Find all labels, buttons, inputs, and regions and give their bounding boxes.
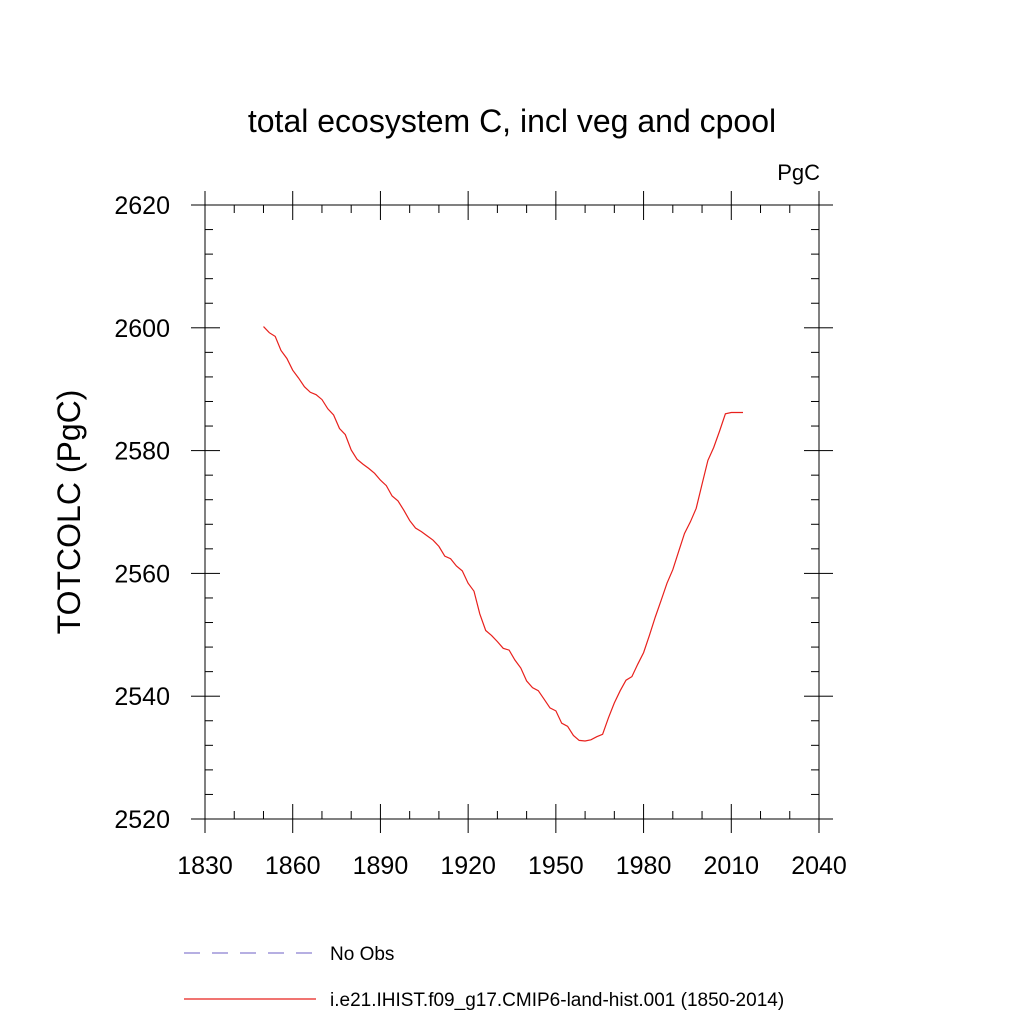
tick-labels: 1830 1860 1890 1920 1950 1980 2010 2040 2520 2540… xyxy=(114,192,846,880)
chart-title: total ecosystem C, incl veg and cpool xyxy=(248,103,776,139)
y-tick-label: 2540 xyxy=(114,683,170,711)
x-tick-label: 1860 xyxy=(265,852,321,880)
series-group xyxy=(263,326,743,742)
legend-label: No Obs xyxy=(330,944,394,965)
legend: No Obs i.e21.IHIST.f09_g17.CMIP6-land-his… xyxy=(184,944,784,1011)
plot-frame xyxy=(204,204,820,820)
units-label: PgC xyxy=(777,160,820,185)
x-tick-label: 2010 xyxy=(703,852,759,880)
x-tick-label: 1830 xyxy=(177,852,233,880)
y-tick-label: 2520 xyxy=(114,806,170,834)
x-tick-label: 1890 xyxy=(353,852,409,880)
y-tick-label: 2600 xyxy=(114,315,170,343)
y-axis-label: TOTCOLC (PgC) xyxy=(51,390,87,635)
legend-label: i.e21.IHIST.f09_g17.CMIP6-land-hist.001 … xyxy=(330,990,784,1011)
y-tick-label: 2580 xyxy=(114,438,170,466)
x-tick-label: 1950 xyxy=(528,852,584,880)
y-tick-label: 2620 xyxy=(114,192,170,220)
x-tick-label: 1920 xyxy=(440,852,496,880)
x-tick-label: 2040 xyxy=(791,852,847,880)
axis-ticks xyxy=(191,191,833,833)
series-line xyxy=(263,326,743,742)
x-tick-label: 1980 xyxy=(616,852,672,880)
y-tick-label: 2560 xyxy=(114,560,170,588)
